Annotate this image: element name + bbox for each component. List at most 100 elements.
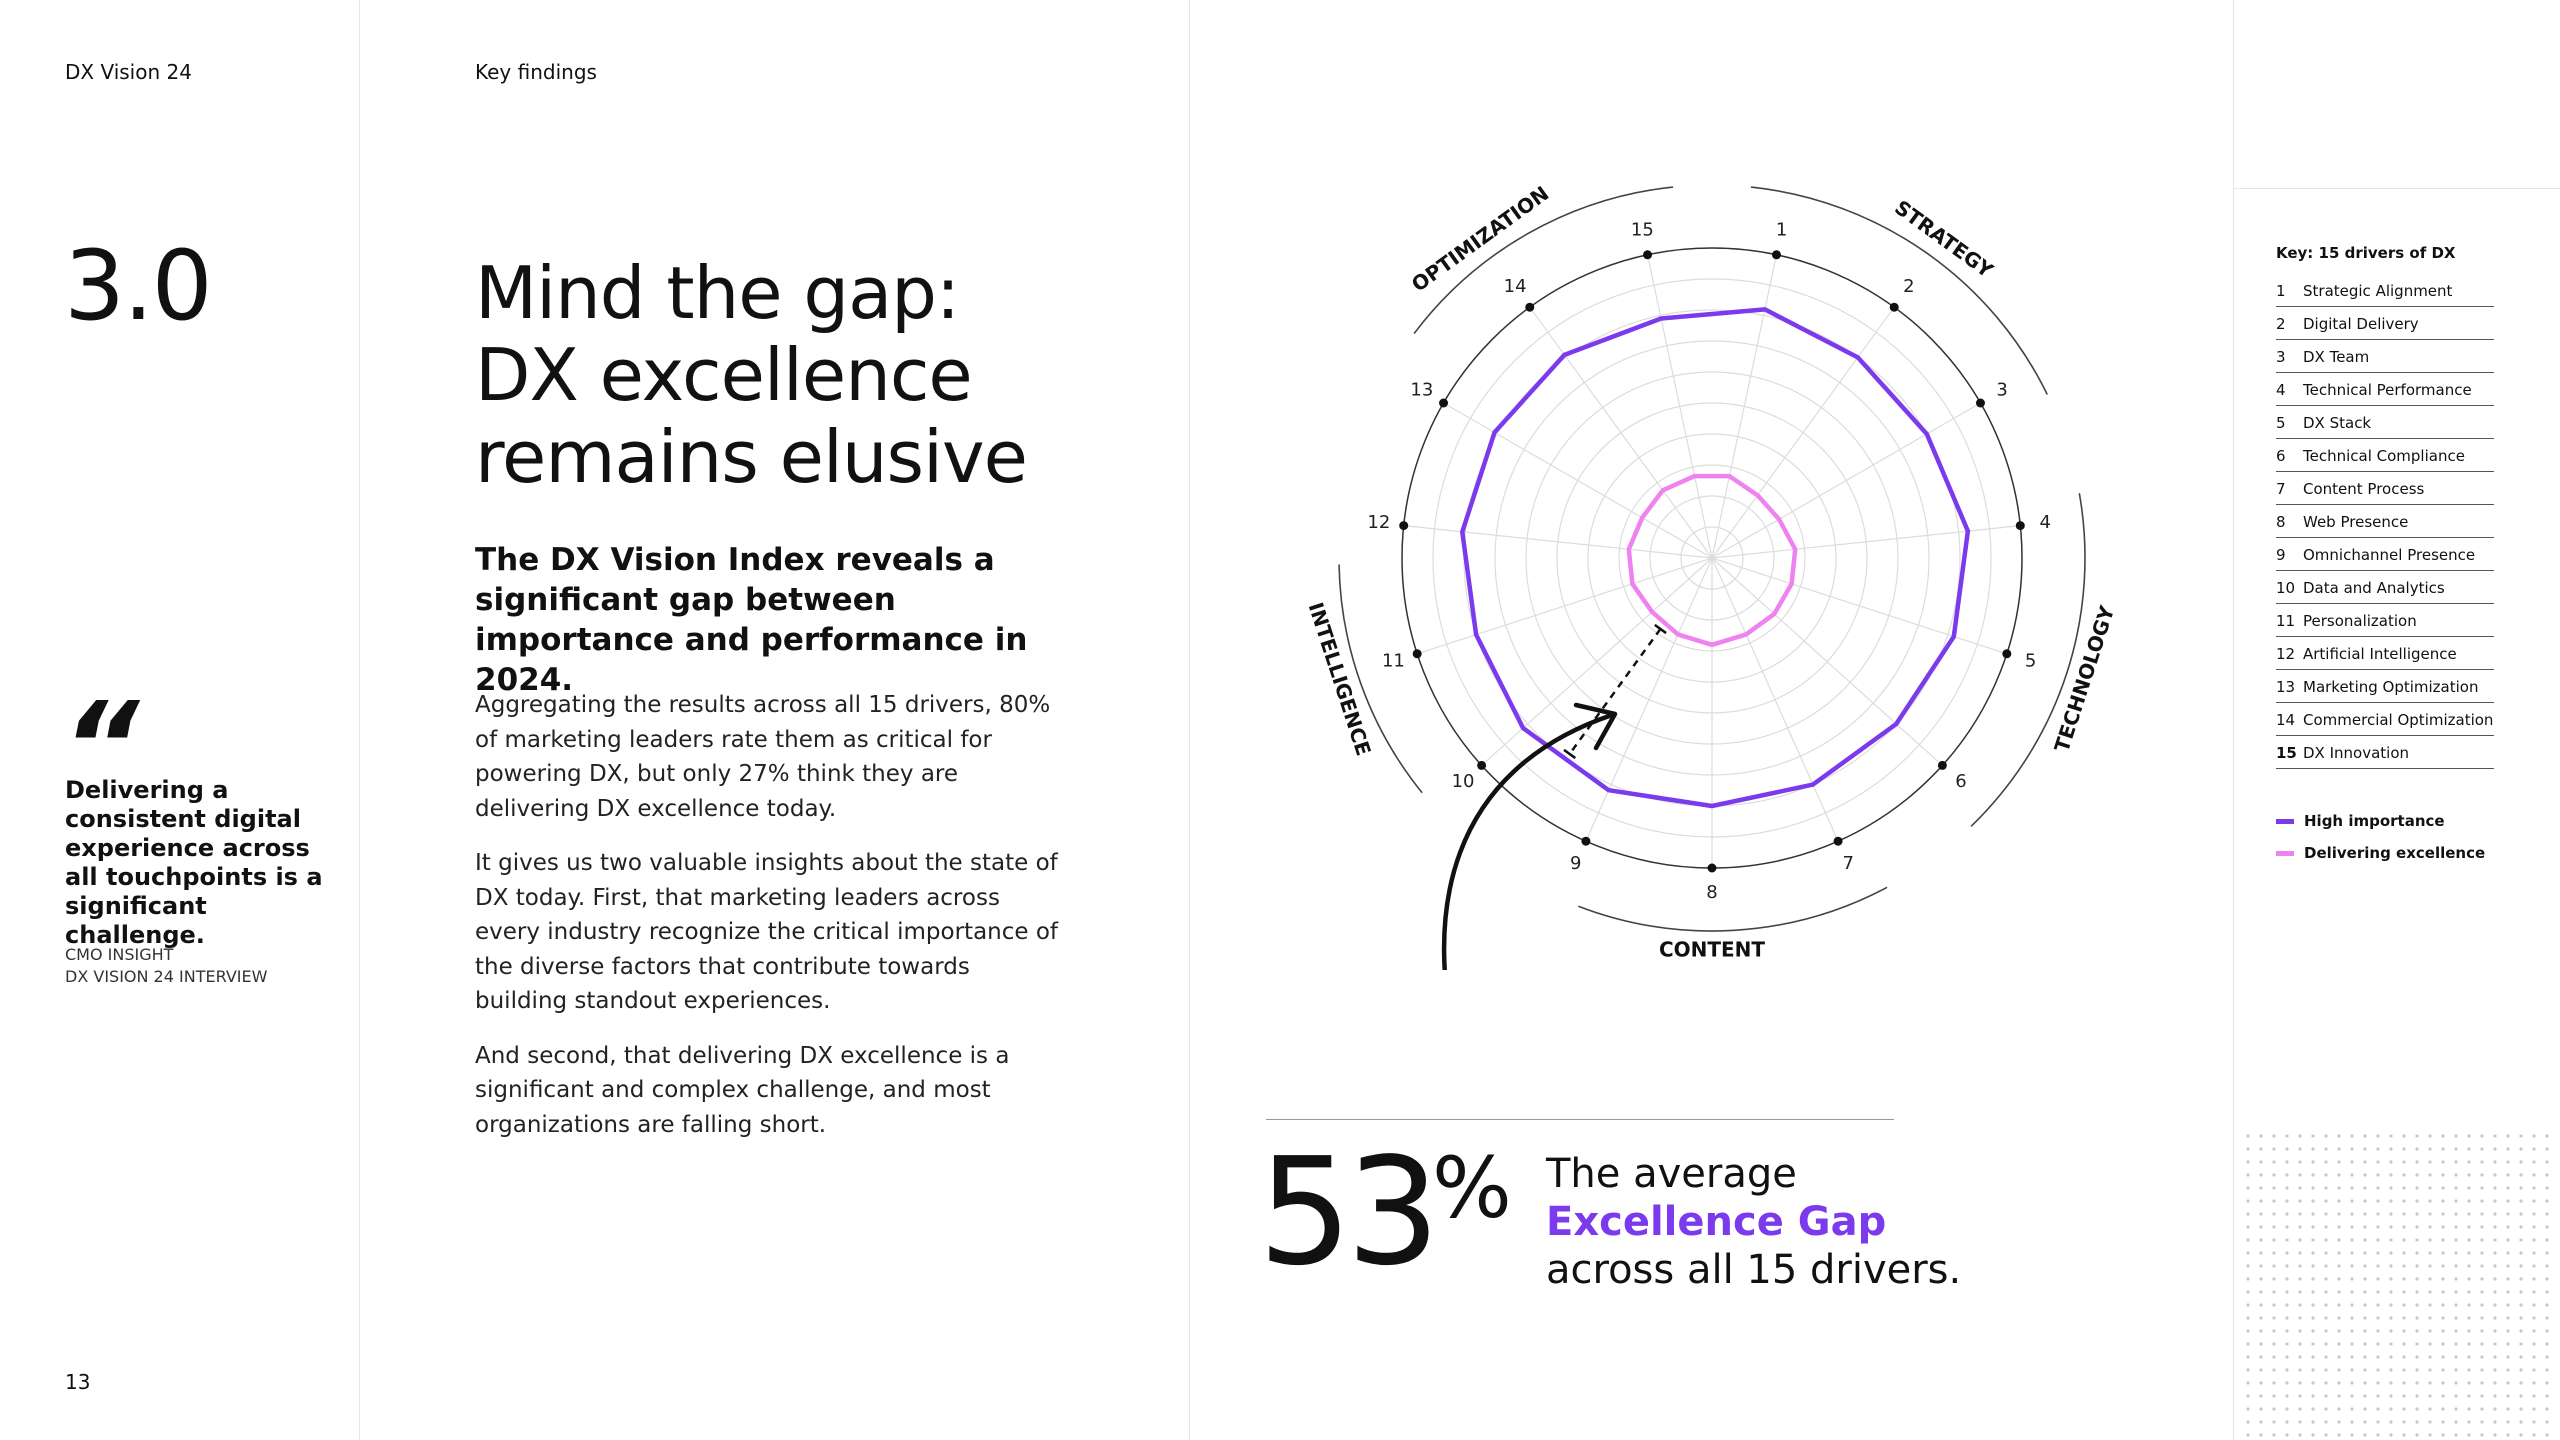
pattern-dot (2285, 1186, 2289, 1190)
pattern-dot (2532, 1251, 2536, 1255)
pattern-dot (2350, 1420, 2354, 1424)
legend-item-number: 6 (2276, 447, 2286, 465)
pattern-dot (2545, 1290, 2549, 1294)
pattern-dot (2506, 1238, 2510, 1242)
pattern-dot (2467, 1186, 2471, 1190)
pattern-dot (2454, 1433, 2458, 1437)
quote-source: CMO INSIGHT DX VISION 24 INTERVIEW (65, 944, 267, 988)
body-paragraph: And second, that delivering DX excellenc… (475, 1042, 1010, 1138)
pattern-dot (2415, 1251, 2419, 1255)
pattern-dot (2363, 1199, 2367, 1203)
pattern-dot (2480, 1264, 2484, 1268)
pattern-dot (2441, 1342, 2445, 1346)
pattern-dot (2324, 1407, 2328, 1411)
pattern-dot (2246, 1420, 2250, 1424)
pattern-dot (2246, 1160, 2250, 1164)
title-line: Mind the gap: (475, 251, 960, 335)
pattern-dot (2324, 1368, 2328, 1372)
pattern-dot (2480, 1251, 2484, 1255)
pattern-dot (2324, 1173, 2328, 1177)
pattern-dot (2454, 1134, 2458, 1138)
pattern-dot (2259, 1420, 2263, 1424)
pattern-dot (2506, 1134, 2510, 1138)
pattern-dot (2350, 1264, 2354, 1268)
pattern-dot (2337, 1212, 2341, 1216)
pattern-dot (2441, 1277, 2445, 1281)
title-line: remains elusive (475, 415, 1028, 499)
pattern-dot (2532, 1173, 2536, 1177)
pattern-dot (2246, 1329, 2250, 1333)
pattern-dot (2480, 1420, 2484, 1424)
pattern-dot (2441, 1407, 2445, 1411)
pattern-dot (2545, 1238, 2549, 1242)
pattern-dot (2259, 1212, 2263, 1216)
pattern-dot (2376, 1407, 2380, 1411)
legend-title: Key: 15 drivers of DX (2276, 244, 2456, 262)
category-marker (1525, 302, 1535, 312)
pattern-dot (2545, 1342, 2549, 1346)
pattern-dot (2376, 1381, 2380, 1385)
pattern-dot (2311, 1186, 2315, 1190)
pattern-dot (2363, 1134, 2367, 1138)
pattern-dot (2246, 1199, 2250, 1203)
pattern-dot (2441, 1329, 2445, 1333)
pattern-dot (2506, 1394, 2510, 1398)
legend: Key: 15 drivers of DX 1 Strategic Alignme… (2276, 244, 2494, 869)
category-label: 10 (1452, 771, 1475, 792)
pattern-dot (2246, 1251, 2250, 1255)
pattern-dot (2389, 1199, 2393, 1203)
pattern-dot (2246, 1381, 2250, 1385)
pattern-dot (2389, 1316, 2393, 1320)
pattern-dot (2441, 1134, 2445, 1138)
pattern-dot (2376, 1433, 2380, 1437)
stat-value: 53 (1258, 1126, 1440, 1298)
group-arc (1750, 186, 2048, 395)
group-arc (1413, 186, 1674, 335)
pattern-dot (2272, 1134, 2276, 1138)
pattern-dot (2402, 1433, 2406, 1437)
pattern-dot (2337, 1303, 2341, 1307)
pattern-dot (2493, 1407, 2497, 1411)
pattern-dot (2441, 1160, 2445, 1164)
pattern-dot (2428, 1368, 2432, 1372)
pattern-dot (2428, 1303, 2432, 1307)
pattern-dot (2506, 1433, 2510, 1437)
legend-swatch (2276, 850, 2294, 856)
pattern-dot (2493, 1277, 2497, 1281)
pattern-dot (2415, 1433, 2419, 1437)
pattern-dot (2246, 1173, 2250, 1177)
legend-item: 2 Digital Delivery (2276, 309, 2494, 340)
pattern-dot (2298, 1420, 2302, 1424)
pattern-dot (2493, 1147, 2497, 1151)
pattern-dot (2545, 1420, 2549, 1424)
pattern-dot (2311, 1381, 2315, 1385)
pattern-dot (2545, 1186, 2549, 1190)
section-number: 3.0 (64, 230, 213, 342)
pattern-dot (2428, 1329, 2432, 1333)
pattern-dot (2298, 1290, 2302, 1294)
pattern-dot (2480, 1225, 2484, 1229)
pattern-dot (2402, 1342, 2406, 1346)
grid-spoke (1646, 254, 1713, 559)
pattern-dot (2519, 1147, 2523, 1151)
pattern-dot (2532, 1186, 2536, 1190)
pattern-dot (2402, 1394, 2406, 1398)
pattern-dot (2402, 1277, 2406, 1281)
pattern-dot (2311, 1160, 2315, 1164)
legend-item-number: 13 (2276, 678, 2296, 696)
legend-item: 11 Personalization (2276, 606, 2494, 637)
pattern-dot (2480, 1173, 2484, 1177)
pattern-dot (2376, 1355, 2380, 1359)
pattern-dot (2285, 1329, 2289, 1333)
legend-item: 4 Technical Performance (2276, 375, 2494, 406)
pattern-dot (2415, 1329, 2419, 1333)
pattern-dot (2506, 1264, 2510, 1268)
grid-spoke (1711, 524, 2021, 559)
pattern-dot (2350, 1342, 2354, 1346)
pattern-dot (2506, 1199, 2510, 1203)
pattern-dot (2376, 1251, 2380, 1255)
pattern-dot (2519, 1355, 2523, 1359)
radar-outer-ring (1338, 186, 2086, 932)
pattern-dot (2454, 1199, 2458, 1203)
pattern-dot (2363, 1173, 2367, 1177)
